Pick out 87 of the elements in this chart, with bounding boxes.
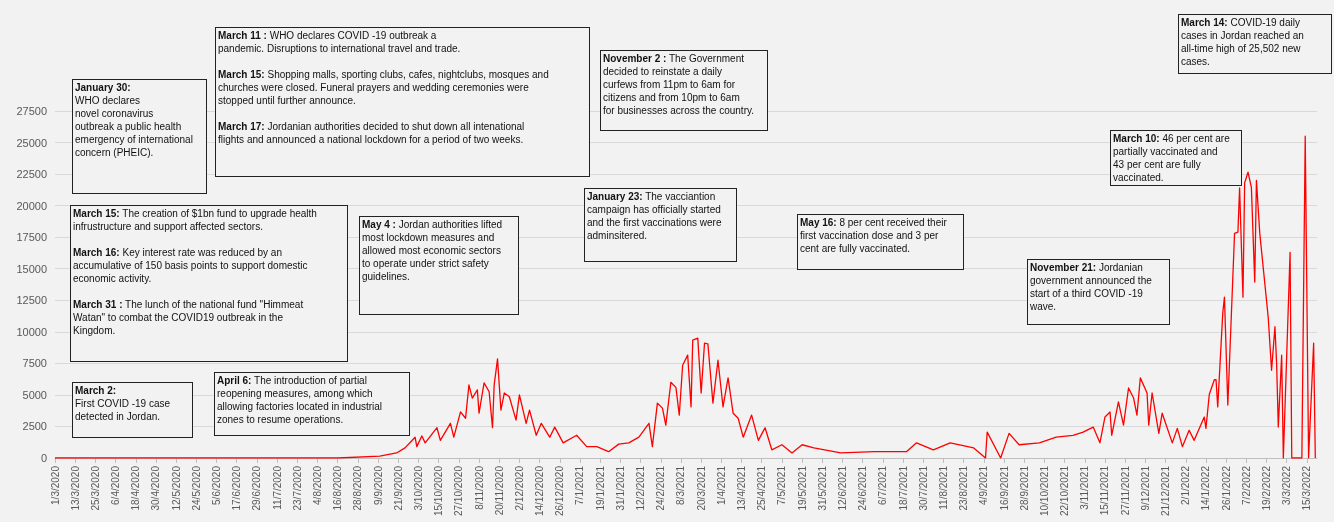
x-tick-label: 31/5/2021 [816,465,828,511]
x-tick-label: 29/6/2020 [251,465,263,511]
x-tick-label: 4/9/2021 [978,465,990,505]
x-tick-label: 18/4/2020 [130,465,142,511]
x-tick-label: 13/4/2021 [736,465,748,511]
x-tick-label: 12/2/2021 [635,465,647,511]
x-tick-label: 7/5/2021 [776,465,788,505]
y-tick-label: 5000 [22,388,47,401]
x-tick-label: 24/2/2021 [655,465,667,511]
y-tick-label: 17500 [16,231,47,244]
note-box: March 14: COVID-19 daily cases in Jordan reached an all-time high of 25,502 new cases. [1178,14,1332,74]
x-tick-label: 12/5/2020 [170,465,182,511]
y-tick-label: 22500 [16,168,47,181]
x-tick-label: 14/12/2020 [534,465,546,517]
x-tick-label: 1/3/2020 [49,465,61,505]
x-tick-label: 26/1/2022 [1220,465,1232,511]
x-tick-label: 21/12/2021 [1160,465,1172,517]
x-tick-label: 13/3/2020 [69,465,81,511]
x-tick-label: 28/8/2020 [352,465,364,511]
x-tick-label: 20/11/2020 [493,465,505,516]
x-tick-label: 27/10/2020 [453,465,465,517]
x-tick-label: 7/1/2021 [574,465,586,505]
x-tick-label: 19/2/2022 [1261,465,1273,511]
x-tick-label: 24/5/2020 [190,465,202,511]
x-tick-label: 16/8/2020 [332,465,344,511]
x-tick-label: 20/3/2021 [695,465,707,511]
x-tick-label: 19/1/2021 [594,465,606,511]
x-tick-label: 30/7/2021 [917,465,929,511]
note-box: November 21: Jordanian government announced the start of a third COVID -19 wave. [1027,259,1170,325]
note-box: November 2 : The Government decided to reinstate a daily curfews from 11pm to 6am for citizens and from 10pm to 6am for businesses across the country. [600,50,768,131]
note-box: March 11 : WHO declares COVID -19 outbreak a pandemic. Disruptions to international travel and trade. March 15: Shopping malls, sporting clubs, cafes, nightclubs, mosques and churches were closed. Funeral prayers and wedding ceremonies were stopped until further announce. March 17: Jordanian authorities decided to shut down all intenational flights and announced a national lockdown for a period of two weeks. [215,27,590,177]
x-tick-label: 22/10/2021 [1059,465,1071,517]
x-tick-label: 4/8/2020 [312,465,323,505]
x-tick-label: 27/11/2021 [1119,465,1131,516]
note-box: May 16: 8 per cent received their first vaccination dose and 3 per cent are fully vaccinated. [797,214,964,270]
x-tick-label: 1/4/2021 [715,465,727,505]
x-tick-label: 15/10/2020 [433,465,445,517]
y-tick-label: 12500 [16,294,47,307]
x-tick-label: 11/8/2021 [937,465,949,510]
x-tick-label: 2/12/2020 [513,465,525,511]
x-tick-label: 10/10/2021 [1038,465,1050,517]
x-tick-label: 31/1/2021 [614,465,626,511]
x-tick-label: 3/10/2020 [412,465,424,511]
x-tick-label: 23/8/2021 [958,465,970,511]
x-tick-label: 7/2/2022 [1240,465,1252,505]
x-tick-label: 19/5/2021 [796,465,808,511]
note-box: March 10: 46 per cent are partially vaccinated and 43 per cent are fully vaccinated. [1110,130,1242,186]
y-tick-label: 27500 [16,105,47,117]
x-tick-label: 6/4/2020 [110,465,122,505]
x-tick-label: 9/9/2020 [372,465,384,505]
note-box: January 30: WHO declares novel coronavirus outbreak a public health emergency of international concern (PHEIC). [72,79,207,194]
x-tick-label: 8/3/2021 [675,465,687,505]
x-tick-label: 18/7/2021 [897,465,909,511]
note-box: May 4 : Jordan authorities lifted most lockdown measures and allowed most economic sectors to operate under strict safety guidelines. [359,216,519,315]
x-tick-label: 28/9/2021 [1018,465,1030,511]
x-tick-label: 26/12/2020 [554,465,566,517]
y-tick-label: 0 [40,452,47,464]
x-tick-label: 17/6/2020 [231,465,243,511]
x-tick-label: 11/7/2020 [271,465,283,510]
note-box: March 2: First COVID -19 case detected in Jordan. [72,382,193,438]
x-tick-label: 9/12/2021 [1139,465,1151,511]
x-tick-label: 14/1/2022 [1200,465,1212,511]
x-tick-label: 6/7/2021 [877,465,889,505]
y-tick-label: 15000 [16,262,47,275]
y-tick-label: 20000 [16,199,47,212]
x-tick-label: 3/3/2022 [1281,465,1293,505]
x-tick-label: 3/11/2021 [1079,465,1091,510]
note-box: March 15: The creation of $1bn fund to upgrade health infrustructure and support affected sectors. March 16: Key interest rate was reduced by an accumulative of 150 basis points to support domestic economic activity. March 31 : The lunch of the national fund "Himmeat Watan" to combat the COVID19 outbreak in the Kingdom. [70,205,348,362]
y-tick-label: 25000 [16,136,47,149]
y-tick-label: 10000 [16,325,47,338]
x-tick-label: 16/9/2021 [998,465,1010,511]
x-tick-label: 30/4/2020 [150,465,162,511]
note-box: April 6: The introduction of partial reopening measures, among which allowing factories located in industrial zones to resume operations. [214,372,410,436]
x-tick-label: 15/3/2022 [1301,465,1313,511]
x-tick-label: 8/11/2020 [473,465,485,510]
x-tick-label: 24/6/2021 [857,465,869,511]
note-box: January 23: The vacciantion campaign has officially started and the first vaccinations were adminsitered. [584,188,737,262]
x-tick-label: 25/4/2021 [756,465,768,511]
x-tick-label: 23/7/2020 [291,465,303,511]
x-tick-label: 5/6/2020 [211,465,223,505]
x-tick-label: 21/9/2020 [392,465,404,511]
x-tick-label: 2/1/2022 [1180,465,1192,505]
x-tick-label: 15/11/2021 [1099,465,1111,516]
y-tick-label: 7500 [22,357,47,370]
y-tick-label: 2500 [22,420,47,433]
x-tick-label: 12/6/2021 [836,465,848,511]
x-tick-label: 25/3/2020 [89,465,101,511]
